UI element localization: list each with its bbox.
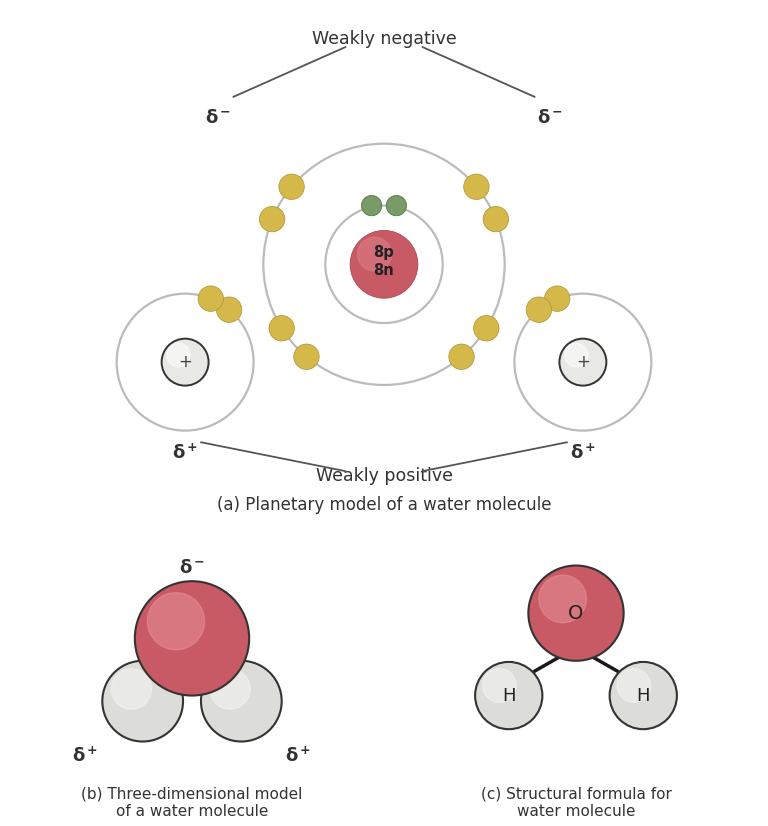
Circle shape <box>102 661 183 742</box>
Circle shape <box>293 344 319 369</box>
Circle shape <box>167 344 190 367</box>
Circle shape <box>198 286 223 311</box>
Circle shape <box>564 344 588 367</box>
Circle shape <box>111 669 151 710</box>
Circle shape <box>475 662 542 729</box>
Circle shape <box>610 662 677 729</box>
Circle shape <box>161 339 209 386</box>
Text: Weakly positive: Weakly positive <box>316 468 452 485</box>
Circle shape <box>350 230 418 298</box>
Circle shape <box>269 316 294 341</box>
Circle shape <box>135 582 249 695</box>
Circle shape <box>482 669 516 702</box>
Circle shape <box>358 237 392 271</box>
Circle shape <box>201 661 282 742</box>
Text: $\mathbf{\delta^-}$: $\mathbf{\delta^-}$ <box>537 108 564 126</box>
Circle shape <box>474 316 499 341</box>
Text: O: O <box>568 604 584 623</box>
Circle shape <box>210 669 250 710</box>
Circle shape <box>362 196 382 216</box>
Text: H: H <box>637 686 650 705</box>
Text: +: + <box>576 354 590 371</box>
Circle shape <box>559 339 607 386</box>
Text: 8p
8n: 8p 8n <box>373 245 395 278</box>
Circle shape <box>483 206 508 232</box>
Circle shape <box>217 297 242 322</box>
Text: H: H <box>502 686 515 705</box>
Circle shape <box>449 344 475 369</box>
Circle shape <box>528 566 624 661</box>
Text: (a) Planetary model of a water molecule: (a) Planetary model of a water molecule <box>217 496 551 514</box>
Text: (c) Structural formula for
water molecule: (c) Structural formula for water molecul… <box>481 787 671 819</box>
Circle shape <box>279 174 304 200</box>
Circle shape <box>545 286 570 311</box>
Circle shape <box>260 206 285 232</box>
Text: Weakly negative: Weakly negative <box>312 31 456 49</box>
Circle shape <box>539 575 587 623</box>
Text: $\mathbf{\delta^-}$: $\mathbf{\delta^-}$ <box>179 559 205 577</box>
Circle shape <box>147 592 204 650</box>
Circle shape <box>617 669 650 702</box>
Text: (b) Three-dimensional model
of a water molecule: (b) Three-dimensional model of a water m… <box>81 787 303 819</box>
Circle shape <box>464 174 489 200</box>
Circle shape <box>386 196 406 216</box>
Text: $\mathbf{\delta^-}$: $\mathbf{\delta^-}$ <box>204 108 231 126</box>
Text: $\mathbf{\delta^+}$: $\mathbf{\delta^+}$ <box>286 747 312 766</box>
Text: $\mathbf{\delta^+}$: $\mathbf{\delta^+}$ <box>172 444 198 463</box>
Text: +: + <box>178 354 192 371</box>
Text: $\mathbf{\delta^+}$: $\mathbf{\delta^+}$ <box>570 444 596 463</box>
Circle shape <box>526 297 551 322</box>
Text: $\mathbf{\delta^+}$: $\mathbf{\delta^+}$ <box>72 747 98 766</box>
